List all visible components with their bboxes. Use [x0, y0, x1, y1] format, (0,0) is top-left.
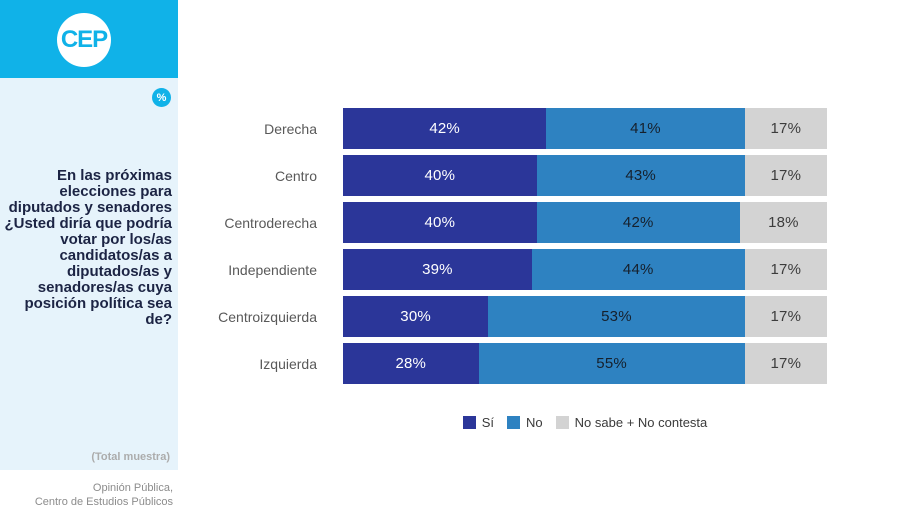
- sample-note: (Total muestra): [91, 451, 170, 463]
- chart-legend: Sí No No sabe + No contesta: [343, 415, 827, 430]
- legend-swatch-icon: [555, 416, 569, 429]
- stacked-bar: 39% 44% 17%: [343, 249, 827, 290]
- bar-segment-si: 40%: [343, 155, 537, 196]
- bar-segment-si: 39%: [343, 249, 532, 290]
- bar-segment-no: 53%: [488, 296, 745, 337]
- source-attribution: Opinión Pública, Centro de Estudios Públ…: [0, 481, 173, 509]
- legend-label: No: [526, 415, 543, 430]
- bar-segment-si: 28%: [343, 343, 479, 384]
- legend-item: No sabe + No contesta: [555, 415, 708, 430]
- bar-segment-no: 41%: [546, 108, 745, 149]
- cep-logo-text: CEP: [60, 26, 108, 53]
- bar-segment-no: 42%: [536, 202, 740, 243]
- chart-row: Centro 40% 43% 17%: [188, 155, 827, 196]
- bar-segment-no-sabe-no-contesta: 17%: [744, 296, 827, 337]
- brand-header: CEP: [0, 0, 178, 78]
- bar-segment-no: 43%: [536, 155, 745, 196]
- category-label: Centroizquierda: [218, 308, 317, 325]
- bar-segment-si: 30%: [343, 296, 489, 337]
- chart-row: Independiente 39% 44% 17%: [188, 249, 827, 290]
- legend-item: No: [507, 415, 543, 430]
- percent-badge-icon: %: [152, 88, 171, 107]
- bar-segment-no: 44%: [531, 249, 745, 290]
- source-line-1: Opinión Pública,: [92, 482, 173, 494]
- stacked-bar: 40% 43% 17%: [343, 155, 827, 196]
- bar-segment-no: 55%: [478, 343, 745, 384]
- legend-item: Sí: [462, 415, 495, 430]
- stacked-bar: 28% 55% 17%: [343, 343, 827, 384]
- chart-row: Centroizquierda 30% 53% 17%: [188, 296, 827, 337]
- bar-segment-no-sabe-no-contesta: 17%: [744, 108, 827, 149]
- bar-segment-no-sabe-no-contesta: 17%: [744, 155, 827, 196]
- chart-row: Izquierda 28% 55% 17%: [188, 343, 827, 384]
- source-line-2: Centro de Estudios Públicos: [34, 496, 173, 508]
- stacked-bar: 42% 41% 17%: [343, 108, 827, 149]
- chart-row: Derecha 42% 41% 17%: [188, 108, 827, 149]
- category-label: Centro: [274, 167, 317, 184]
- stacked-bar-chart: Derecha 42% 41% 17% Centro 40% 43% 17% Centr…: [188, 108, 827, 390]
- bar-segment-si: 42%: [343, 108, 547, 149]
- category-label: Independiente: [228, 261, 317, 278]
- category-label: Centroderecha: [224, 214, 317, 231]
- category-label: Derecha: [264, 120, 317, 137]
- stacked-bar: 40% 42% 18%: [343, 202, 827, 243]
- legend-label: Sí: [481, 415, 495, 430]
- stacked-bar: 30% 53% 17%: [343, 296, 827, 337]
- category-label: Izquierda: [259, 355, 317, 372]
- bar-segment-no-sabe-no-contesta: 17%: [744, 343, 827, 384]
- bar-segment-si: 40%: [343, 202, 537, 243]
- sidebar: % En las próximas elecciones para diputa…: [0, 78, 178, 470]
- legend-swatch-icon: [462, 416, 476, 429]
- question-text: En las próximas elecciones para diputado…: [4, 167, 172, 328]
- chart-row: Centroderecha 40% 42% 18%: [188, 202, 827, 243]
- legend-label: No sabe + No contesta: [574, 415, 708, 430]
- bar-segment-no-sabe-no-contesta: 18%: [739, 202, 827, 243]
- bar-segment-no-sabe-no-contesta: 17%: [744, 249, 827, 290]
- legend-swatch-icon: [507, 416, 521, 429]
- cep-logo: CEP: [57, 13, 111, 67]
